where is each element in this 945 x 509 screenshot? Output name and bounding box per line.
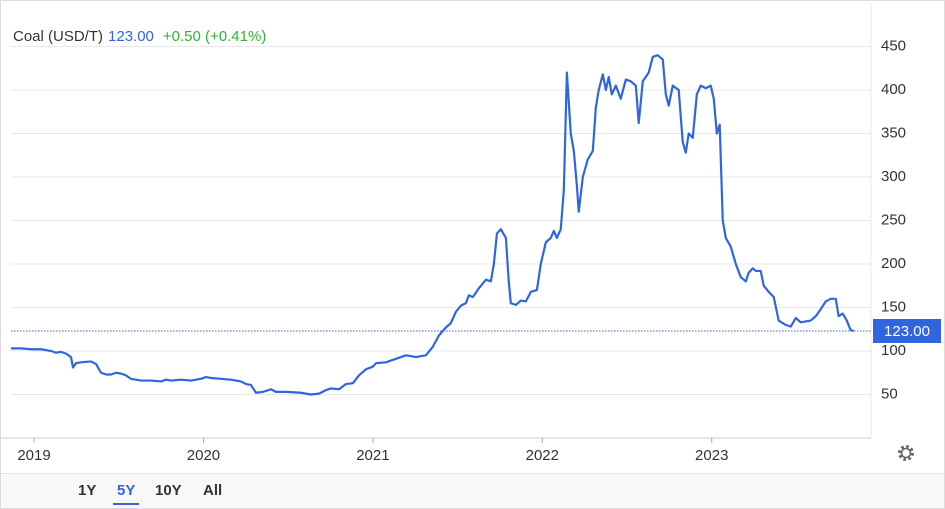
range-button[interactable]: 5Y — [113, 482, 140, 505]
y-tick-label: 50 — [881, 385, 898, 402]
price-line — [11, 54, 855, 396]
x-tick-label: 2020 — [187, 447, 220, 464]
settings-icon[interactable] — [898, 445, 914, 461]
y-tick-label: 300 — [881, 168, 906, 185]
price-change: +0.50 (+0.41%) — [163, 28, 266, 45]
x-tick-label: 2022 — [526, 447, 559, 464]
y-tick-label: 400 — [881, 81, 906, 98]
last-value-box — [873, 318, 941, 343]
plot: 50 100 150 200 250 300 350 400 450 2019 2020 2021 20… — [1, 3, 941, 464]
range-button[interactable]: 10Y — [155, 482, 182, 499]
range-button[interactable]: 1Y — [78, 482, 97, 499]
series-name: Coal (USD/T) — [13, 28, 103, 45]
chart: 50 100 150 200 250 300 350 400 450 2019 2020 2021 20… — [1, 3, 941, 464]
range-button[interactable]: All — [203, 482, 223, 499]
y-tick-label: 350 — [881, 124, 906, 141]
y-tick-label: 200 — [881, 255, 906, 272]
y-tick-label: 150 — [881, 298, 906, 315]
last-price: 123.00 — [108, 28, 154, 45]
y-tick-label: 250 — [881, 211, 906, 228]
x-tick-label: 2021 — [356, 447, 389, 464]
y-tick-label: 450 — [881, 37, 906, 54]
range-bar: 1Y 5Y 10Y All — [1, 473, 944, 508]
last-value-label: 123.00 — [884, 323, 930, 340]
x-tick-label: 2023 — [695, 447, 728, 464]
x-tick-label: 2019 — [17, 447, 50, 464]
y-tick-label: 100 — [881, 342, 906, 359]
